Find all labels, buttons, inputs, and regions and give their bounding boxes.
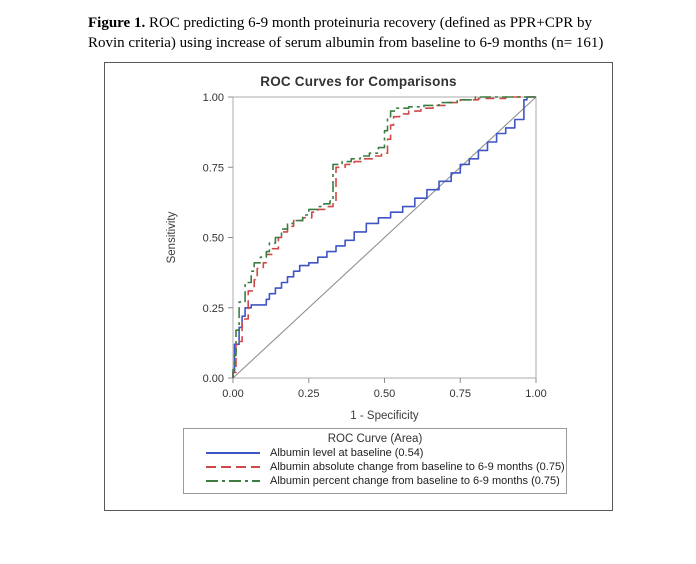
legend-line-sample-blue xyxy=(206,452,260,454)
legend-item: Albumin percent change from baseline to … xyxy=(188,475,562,487)
legend-line-sample-green xyxy=(206,480,260,482)
x-tick-label: 0.50 xyxy=(374,388,395,400)
legend-label: Albumin absolute change from baseline to… xyxy=(270,461,565,473)
legend-item: Albumin level at baseline (0.54) xyxy=(188,447,562,459)
chart-title: ROC Curves for Comparisons xyxy=(260,74,457,89)
y-axis-label: Sensitivity xyxy=(166,211,178,263)
x-tick-label: 0.75 xyxy=(450,388,471,400)
x-tick-label: 0.00 xyxy=(222,388,243,400)
x-axis-label: 1 - Specificity xyxy=(350,410,419,422)
roc-curve-0 xyxy=(232,96,536,378)
y-tick-label: 1.00 xyxy=(203,92,224,104)
legend-label: Albumin level at baseline (0.54) xyxy=(270,447,424,459)
x-tick-label: 0.25 xyxy=(298,388,319,400)
reference-diagonal xyxy=(232,96,537,379)
x-tick-label: 1.00 xyxy=(525,388,546,400)
figure-caption-text: ROC predicting 6-9 month proteinuria rec… xyxy=(88,15,604,51)
y-tick-label: 0.25 xyxy=(203,303,224,315)
legend-line-sample-red xyxy=(206,466,260,468)
y-tick-label: 0.75 xyxy=(203,162,224,174)
chart-legend: ROC Curve (Area) Albumin level at baseli… xyxy=(183,428,567,494)
legend-title: ROC Curve (Area) xyxy=(327,433,423,445)
legend-label: Albumin percent change from baseline to … xyxy=(270,475,560,487)
y-tick-label: 0.50 xyxy=(203,233,224,245)
roc-curve-1 xyxy=(232,96,536,378)
figure-caption-label: Figure 1. xyxy=(88,15,146,31)
roc-curve-2 xyxy=(232,96,536,378)
y-tick-label: 0.00 xyxy=(203,373,224,385)
figure-panel: ROC Curves for Comparisons 0.00 0.25 0.50 0… xyxy=(104,62,613,511)
roc-plot: 0.00 0.25 0.50 0.75 1.00 0.00 0.25 0.50 0.75 1.00… xyxy=(166,92,547,422)
legend-item: Albumin absolute change from baseline to… xyxy=(188,461,565,473)
figure-caption: Figure 1. ROC predicting 6-9 month prote… xyxy=(88,14,622,54)
